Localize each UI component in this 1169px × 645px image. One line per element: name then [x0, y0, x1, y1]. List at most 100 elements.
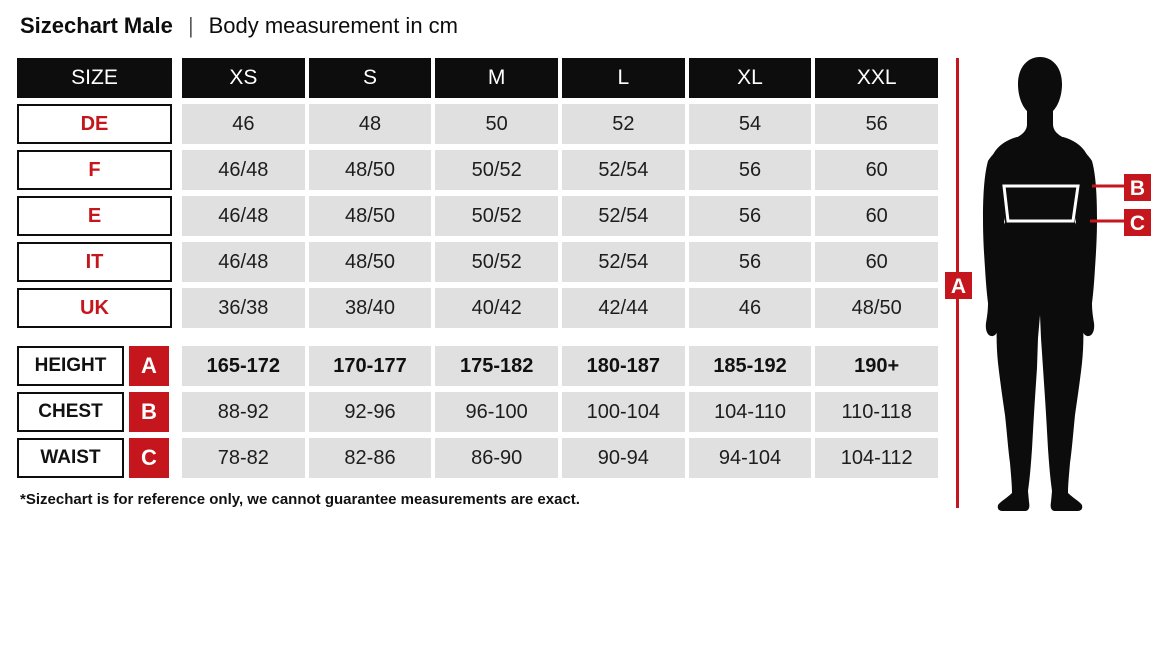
title-separator: | — [188, 13, 193, 38]
table-cell: 86-90 — [435, 438, 559, 478]
table-cell: 46/48 — [182, 196, 305, 236]
table-cell: 82-86 — [308, 438, 432, 478]
size-row-de: DE 46 48 50 52 54 56 — [17, 104, 939, 144]
column-header-xs: XS — [182, 58, 305, 98]
table-cell: 48/50 — [308, 242, 432, 282]
table-cell: 48 — [308, 104, 432, 144]
table-cell: 92-96 — [308, 392, 432, 432]
table-cell: 52/54 — [562, 242, 685, 282]
column-headers: XS S M L XL XXL — [182, 58, 939, 98]
table-cell: 90-94 — [562, 438, 685, 478]
row-cells: 88-92 92-96 96-100 100-104 104-110 110-118 — [182, 392, 939, 432]
table-cell: 180-187 — [562, 346, 685, 386]
measure-row-height: HEIGHT A 165-172 170-177 175-182 180-187 185-1… — [17, 346, 939, 386]
table-cell: 52/54 — [562, 196, 685, 236]
measure-row-chest: CHEST B 88-92 92-96 96-100 100-104 104-110 110-… — [17, 392, 939, 432]
male-silhouette-icon — [983, 57, 1097, 511]
row-cells: 78-82 82-86 86-90 90-94 94-104 104-112 — [182, 438, 939, 478]
table-cell: 48/50 — [308, 150, 432, 190]
table-cell: 78-82 — [182, 438, 305, 478]
table-cell: 104-112 — [815, 438, 939, 478]
silhouette-legs — [996, 305, 1084, 511]
marker-a-cell: A — [129, 346, 169, 386]
size-row-f: F 46/48 48/50 50/52 52/54 56 60 — [17, 150, 939, 190]
footnote: *Sizechart is for reference only, we can… — [20, 491, 580, 508]
row-label-de: DE — [17, 104, 172, 144]
table-cell: 50/52 — [435, 242, 559, 282]
row-label-uk: UK — [17, 288, 172, 328]
size-row-uk: UK 36/38 38/40 40/42 42/44 46 48/50 — [17, 288, 939, 328]
table-cell: 46 — [688, 288, 812, 328]
table-cell: 60 — [815, 150, 939, 190]
table-cell: 46/48 — [182, 150, 305, 190]
size-header-cell: SIZE — [17, 58, 172, 98]
row-label-e: E — [17, 196, 172, 236]
table-cell: 60 — [815, 196, 939, 236]
table-cell: 54 — [688, 104, 812, 144]
table-cell: 170-177 — [308, 346, 432, 386]
table-cell: 42/44 — [562, 288, 685, 328]
table-cell: 175-182 — [435, 346, 559, 386]
table-cell: 190+ — [815, 346, 939, 386]
table-cell: 46/48 — [182, 242, 305, 282]
column-header-s: S — [308, 58, 432, 98]
table-cell: 100-104 — [562, 392, 685, 432]
page-title: Sizechart Male | Body measurement in cm — [20, 13, 458, 39]
table-cell: 88-92 — [182, 392, 305, 432]
table-cell: 50/52 — [435, 150, 559, 190]
male-body-figure: A B C — [945, 57, 1151, 511]
marker-b-badge: B — [1124, 174, 1151, 201]
table-cell: 104-110 — [688, 392, 812, 432]
table-cell: 52/54 — [562, 150, 685, 190]
table-cell: 38/40 — [308, 288, 432, 328]
row-label-it: IT — [17, 242, 172, 282]
silhouette-right-arm — [1062, 139, 1097, 337]
table-cell: 185-192 — [688, 346, 812, 386]
table-cell: 48/50 — [308, 196, 432, 236]
table-cell: 50 — [435, 104, 559, 144]
row-cells: 36/38 38/40 40/42 42/44 46 48/50 — [182, 288, 939, 328]
table-cell: 56 — [688, 196, 812, 236]
title-main: Sizechart Male — [20, 13, 173, 38]
sizechart-table: SIZE XS S M L XL XXL DE 46 48 50 52 54 56 F 46/48 48/5… — [17, 58, 939, 484]
size-rows-section: DE 46 48 50 52 54 56 F 46/48 48/50 50/52 52/54 56 60 E… — [17, 104, 939, 328]
table-cell: 56 — [688, 242, 812, 282]
table-cell: 50/52 — [435, 196, 559, 236]
row-label-waist: WAIST — [17, 438, 124, 478]
row-cells: 46/48 48/50 50/52 52/54 56 60 — [182, 196, 939, 236]
marker-c-badge: C — [1124, 209, 1151, 236]
row-label-chest: CHEST — [17, 392, 124, 432]
marker-c-label: C — [1130, 212, 1145, 235]
size-row-e: E 46/48 48/50 50/52 52/54 56 60 — [17, 196, 939, 236]
table-cell: 48/50 — [815, 288, 939, 328]
column-header-m: M — [435, 58, 559, 98]
marker-c-cell: C — [129, 438, 169, 478]
table-cell: 94-104 — [688, 438, 812, 478]
marker-a-label: A — [951, 275, 966, 298]
marker-a-badge: A — [945, 272, 972, 299]
measure-rows-section: HEIGHT A 165-172 170-177 175-182 180-187 185-1… — [17, 346, 939, 478]
silhouette-head-neck — [1014, 57, 1066, 139]
row-cells: 46/48 48/50 50/52 52/54 56 60 — [182, 242, 939, 282]
size-row-it: IT 46/48 48/50 50/52 52/54 56 60 — [17, 242, 939, 282]
column-header-xxl: XXL — [815, 58, 939, 98]
column-header-xl: XL — [688, 58, 812, 98]
chest-connector-line — [1092, 184, 1124, 188]
silhouette-left-arm — [983, 139, 1018, 337]
marker-b-label: B — [1130, 177, 1145, 200]
row-cells: 46/48 48/50 50/52 52/54 56 60 — [182, 150, 939, 190]
marker-b-cell: B — [129, 392, 169, 432]
table-header-row: SIZE XS S M L XL XXL — [17, 58, 939, 98]
waist-connector-line — [1090, 219, 1124, 223]
table-cell: 46 — [182, 104, 305, 144]
table-cell: 40/42 — [435, 288, 559, 328]
row-label-height: HEIGHT — [17, 346, 124, 386]
table-cell: 56 — [688, 150, 812, 190]
table-cell: 165-172 — [182, 346, 305, 386]
table-cell: 60 — [815, 242, 939, 282]
title-subtitle: Body measurement in cm — [208, 13, 458, 38]
silhouette-torso — [991, 137, 1089, 313]
row-label-f: F — [17, 150, 172, 190]
row-cells: 165-172 170-177 175-182 180-187 185-192 190+ — [182, 346, 939, 386]
chest-waist-band-lines — [1002, 184, 1080, 223]
